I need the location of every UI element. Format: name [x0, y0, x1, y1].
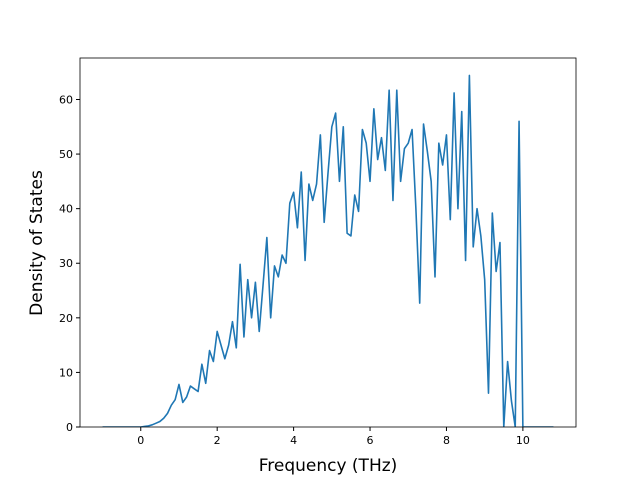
- data-line: [102, 74, 554, 427]
- y-tick-label: 40: [59, 203, 73, 216]
- y-tick-label: 50: [59, 148, 73, 161]
- y-tick-label: 60: [59, 93, 73, 106]
- plot-frame: [79, 57, 577, 428]
- x-axis-label: Frequency (THz): [259, 456, 398, 476]
- y-tick-label: 30: [59, 257, 73, 270]
- x-tick-label: 4: [290, 434, 297, 447]
- x-tick-label: 8: [443, 434, 450, 447]
- y-axis-label: Density of States: [27, 170, 47, 316]
- y-tick-label: 20: [59, 312, 73, 325]
- x-tick-label: 0: [137, 434, 144, 447]
- x-tick-label: 2: [214, 434, 221, 447]
- x-tick-label: 10: [516, 434, 530, 447]
- x-tick-label: 6: [367, 434, 374, 447]
- y-tick-label: 10: [59, 366, 73, 379]
- y-tick-label: 0: [66, 421, 73, 434]
